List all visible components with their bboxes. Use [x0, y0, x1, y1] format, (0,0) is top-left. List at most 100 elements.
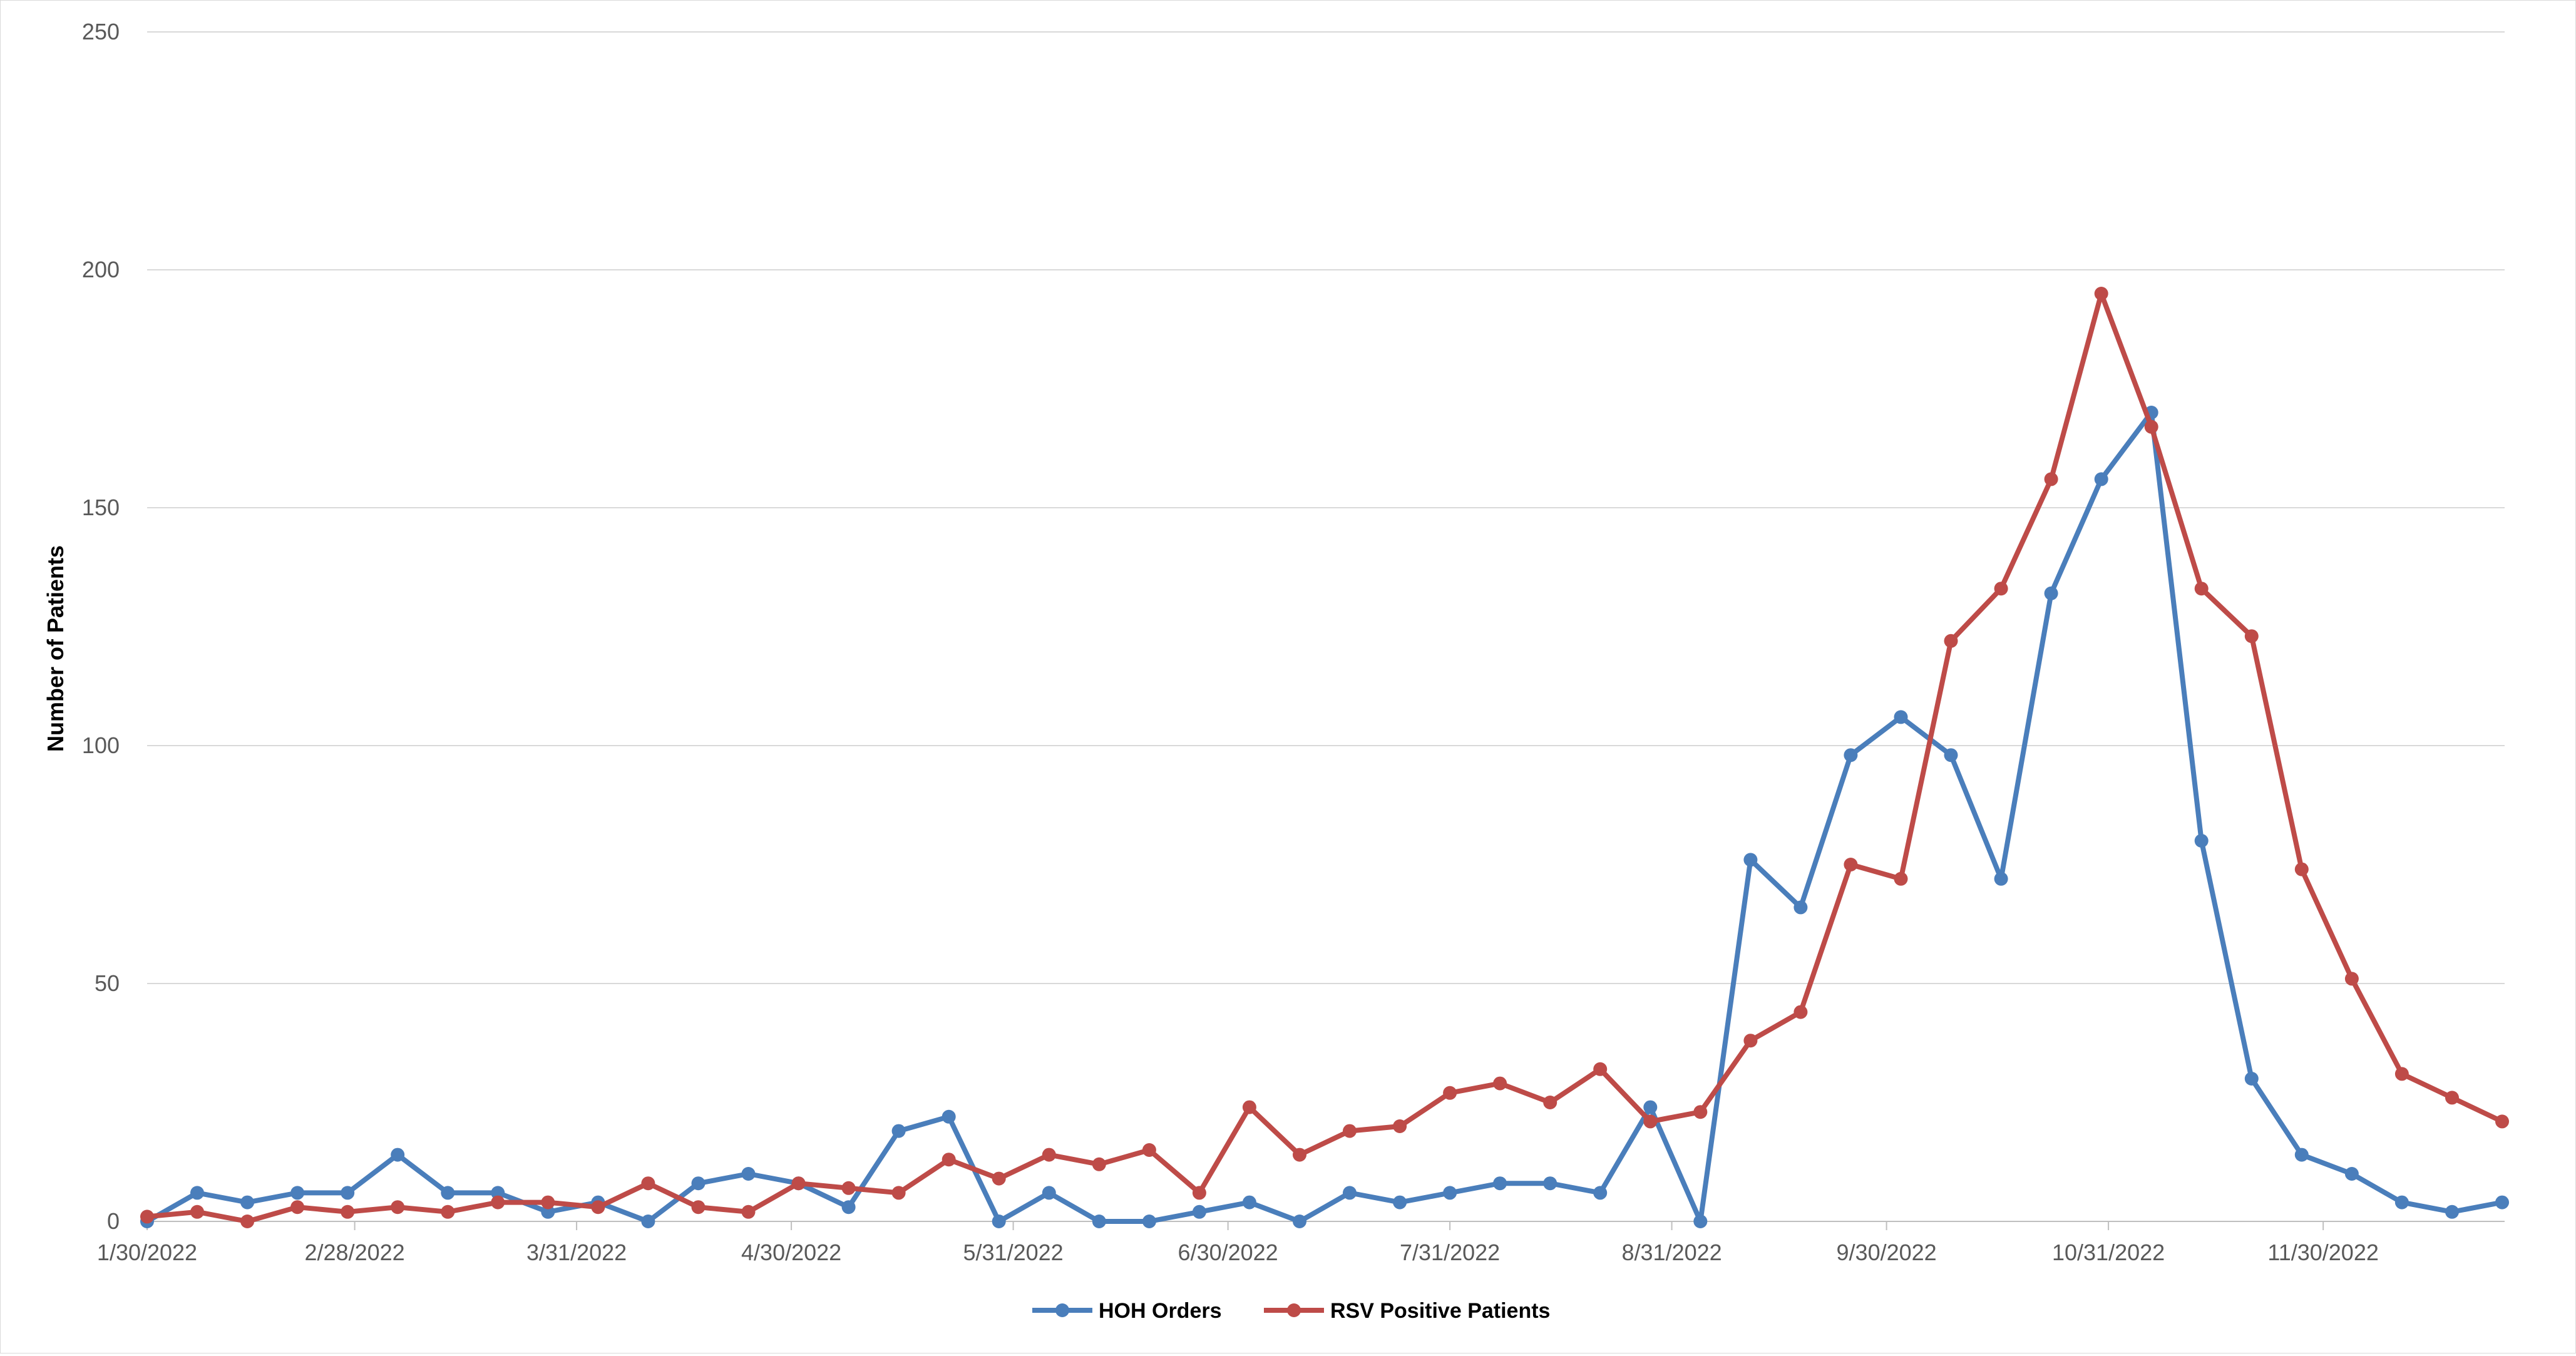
x-tick-label: 10/31/2022	[2052, 1240, 2165, 1265]
legend-marker	[1055, 1303, 1069, 1317]
data-point	[1493, 1176, 1507, 1191]
x-tick-label: 6/30/2022	[1178, 1240, 1278, 1265]
gridlines	[147, 31, 2505, 984]
data-point	[190, 1186, 204, 1200]
data-point	[992, 1215, 1006, 1228]
data-point	[1092, 1215, 1106, 1228]
x-tick-label: 7/31/2022	[1400, 1240, 1500, 1265]
data-point	[2244, 629, 2259, 644]
legend-label: RSV Positive Patients	[1330, 1299, 1550, 1323]
x-tick-label: 8/31/2022	[1622, 1240, 1722, 1265]
legend-item: RSV Positive Patients	[1264, 1299, 1550, 1323]
data-point	[741, 1204, 756, 1219]
data-point	[140, 1210, 154, 1224]
data-point	[2445, 1091, 2459, 1105]
data-point	[992, 1171, 1006, 1186]
data-point	[341, 1186, 355, 1200]
data-point	[1643, 1114, 1658, 1129]
data-point	[1944, 634, 1958, 648]
data-point	[1693, 1105, 1708, 1119]
data-point	[290, 1200, 305, 1215]
data-point	[1042, 1148, 1056, 1162]
data-point	[1994, 582, 2008, 596]
data-point	[1593, 1186, 1608, 1200]
data-point	[2495, 1114, 2509, 1129]
data-point	[1343, 1186, 1357, 1200]
data-point	[2044, 472, 2058, 486]
data-point	[1192, 1204, 1206, 1219]
data-point	[1894, 871, 1908, 886]
series-lines	[140, 287, 2509, 1228]
data-point	[1894, 710, 1908, 724]
data-point	[1844, 858, 1858, 871]
data-point	[1142, 1215, 1156, 1228]
data-point	[2344, 1167, 2359, 1181]
data-point	[240, 1195, 255, 1210]
data-point	[1493, 1076, 1507, 1091]
data-point	[2344, 972, 2359, 986]
data-point	[2294, 1148, 2309, 1162]
data-point	[641, 1176, 655, 1191]
series-line	[145, 410, 2505, 1224]
y-tick-label: 250	[82, 19, 120, 44]
series-0	[140, 406, 2509, 1228]
data-point	[1293, 1148, 1306, 1162]
series-line	[145, 291, 2505, 1224]
y-tick-label: 50	[95, 970, 120, 996]
data-point	[1343, 1124, 1357, 1138]
x-tick-label: 1/30/2022	[97, 1240, 197, 1265]
data-point	[1944, 748, 1958, 763]
data-point	[491, 1195, 505, 1210]
data-point	[1793, 1005, 1808, 1019]
data-point	[2044, 586, 2058, 600]
data-point	[841, 1181, 856, 1195]
data-point	[691, 1176, 706, 1191]
legend-marker	[1287, 1303, 1301, 1317]
data-point	[1242, 1195, 1256, 1210]
series-1	[140, 287, 2509, 1228]
data-point	[441, 1204, 455, 1219]
data-point	[2194, 834, 2209, 848]
data-point	[190, 1204, 204, 1219]
data-point	[2194, 582, 2209, 596]
data-point	[1443, 1086, 1457, 1100]
data-point	[2294, 862, 2309, 876]
data-point	[1543, 1176, 1557, 1191]
data-point	[791, 1176, 806, 1191]
legend-label: HOH Orders	[1099, 1299, 1222, 1323]
data-point	[441, 1186, 455, 1200]
x-tick-label: 11/30/2022	[2267, 1240, 2379, 1265]
data-point	[541, 1195, 555, 1210]
data-point	[641, 1215, 655, 1228]
data-point	[1793, 900, 1808, 915]
legend: HOH Orders RSV Positive Patients	[1032, 1299, 1550, 1323]
data-point	[1743, 853, 1758, 867]
data-point	[2495, 1195, 2509, 1210]
y-tick-label: 200	[82, 257, 120, 282]
data-point	[2244, 1072, 2259, 1086]
data-point	[1844, 748, 1858, 763]
x-axis-ticks: 1/30/2022 2/28/2022 3/31/2022 4/30/2022 5/31…	[97, 1221, 2379, 1265]
data-point	[1443, 1186, 1457, 1200]
data-point	[2394, 1067, 2409, 1081]
data-point	[891, 1186, 906, 1200]
data-point	[1293, 1215, 1306, 1228]
data-point	[942, 1109, 956, 1124]
data-point	[1142, 1143, 1156, 1157]
data-point	[2094, 287, 2108, 300]
data-point	[1092, 1157, 1106, 1171]
x-tick-label: 5/31/2022	[963, 1240, 1064, 1265]
data-point	[1593, 1062, 1608, 1076]
data-point	[391, 1148, 405, 1162]
data-point	[290, 1186, 305, 1200]
x-tick-label: 2/28/2022	[305, 1240, 405, 1265]
y-tick-label: 100	[82, 732, 120, 758]
data-point	[841, 1200, 856, 1215]
data-point	[2394, 1195, 2409, 1210]
data-point	[391, 1200, 405, 1215]
data-point	[741, 1167, 756, 1181]
data-point	[2144, 419, 2158, 434]
legend-item: HOH Orders	[1032, 1299, 1222, 1323]
